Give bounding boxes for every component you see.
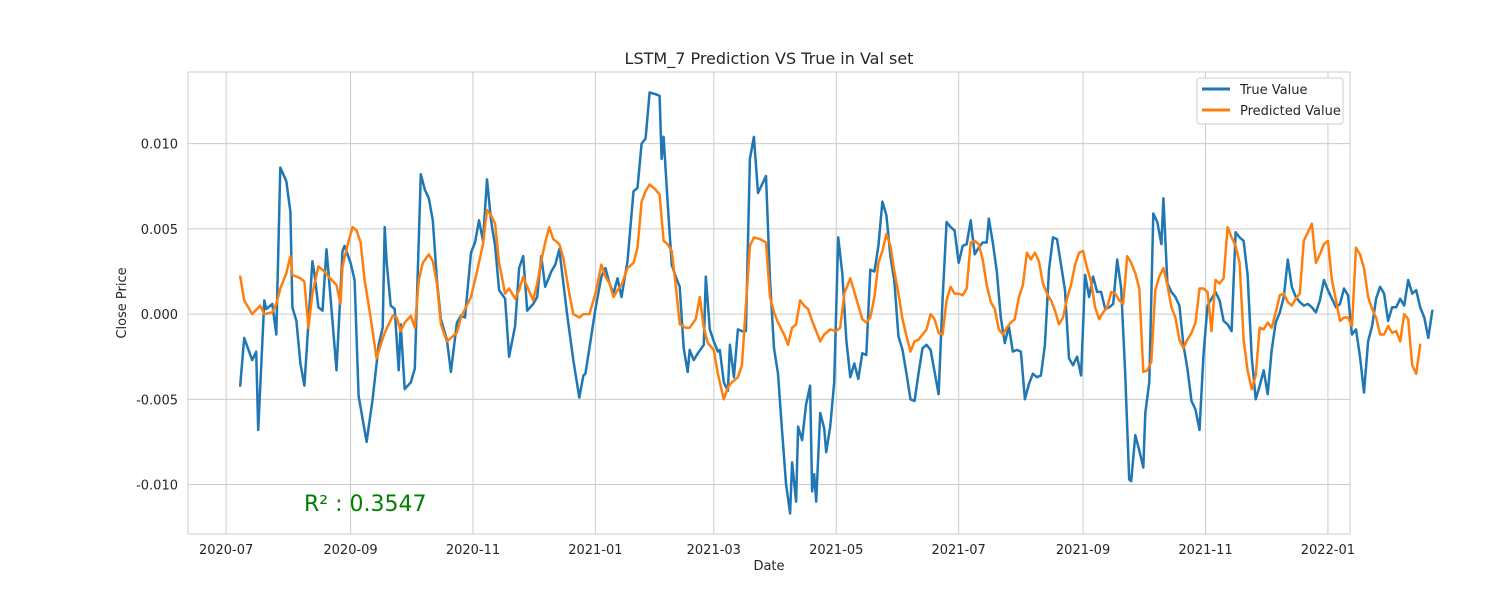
x-tick-label-2: 2020-11: [446, 543, 500, 558]
plot-background: [188, 72, 1350, 534]
legend-label-true-value: True Value: [1239, 83, 1307, 98]
r-squared-annotation: R² : 0.3547: [304, 492, 426, 517]
x-tick-label-7: 2021-09: [1056, 543, 1110, 558]
y-axis-title: Close Price: [115, 267, 130, 338]
x-tick-label-8: 2021-11: [1178, 543, 1232, 558]
x-tick-label-6: 2021-07: [931, 543, 985, 558]
x-tick-label-9: 2022-01: [1301, 543, 1355, 558]
series-line-predicted-value: [238, 183, 1422, 401]
x-axis-title: Date: [753, 559, 784, 574]
y-tick-label-0: -0.010: [136, 479, 178, 494]
y-tick-label-3: 0.005: [141, 223, 178, 238]
series-lines: [238, 91, 1434, 515]
y-tick-label-4: 0.010: [141, 138, 178, 153]
x-tick-label-3: 2021-01: [568, 543, 622, 558]
series-line-true-value: [238, 91, 1434, 515]
chart-title: LSTM_7 Prediction VS True in Val set: [625, 49, 914, 69]
x-tick-label-4: 2021-03: [687, 543, 741, 558]
x-tick-label-5: 2021-05: [809, 543, 863, 558]
x-tick-label-1: 2020-09: [323, 543, 377, 558]
y-tick-label-1: -0.005: [136, 393, 178, 408]
x-tick-labels: 2020-07 2020-09 2020-11 2021-01 2021-03 2021-…: [199, 543, 1355, 558]
x-tick-label-0: 2020-07: [199, 543, 253, 558]
y-tick-label-2: 0.000: [141, 308, 178, 323]
legend: True Value Predicted Value: [1196, 77, 1344, 125]
legend-box: [1196, 77, 1344, 125]
y-tick-labels: -0.010 -0.005 0.000 0.005 0.010: [136, 138, 178, 494]
legend-label-predicted-value: Predicted Value: [1240, 104, 1341, 119]
